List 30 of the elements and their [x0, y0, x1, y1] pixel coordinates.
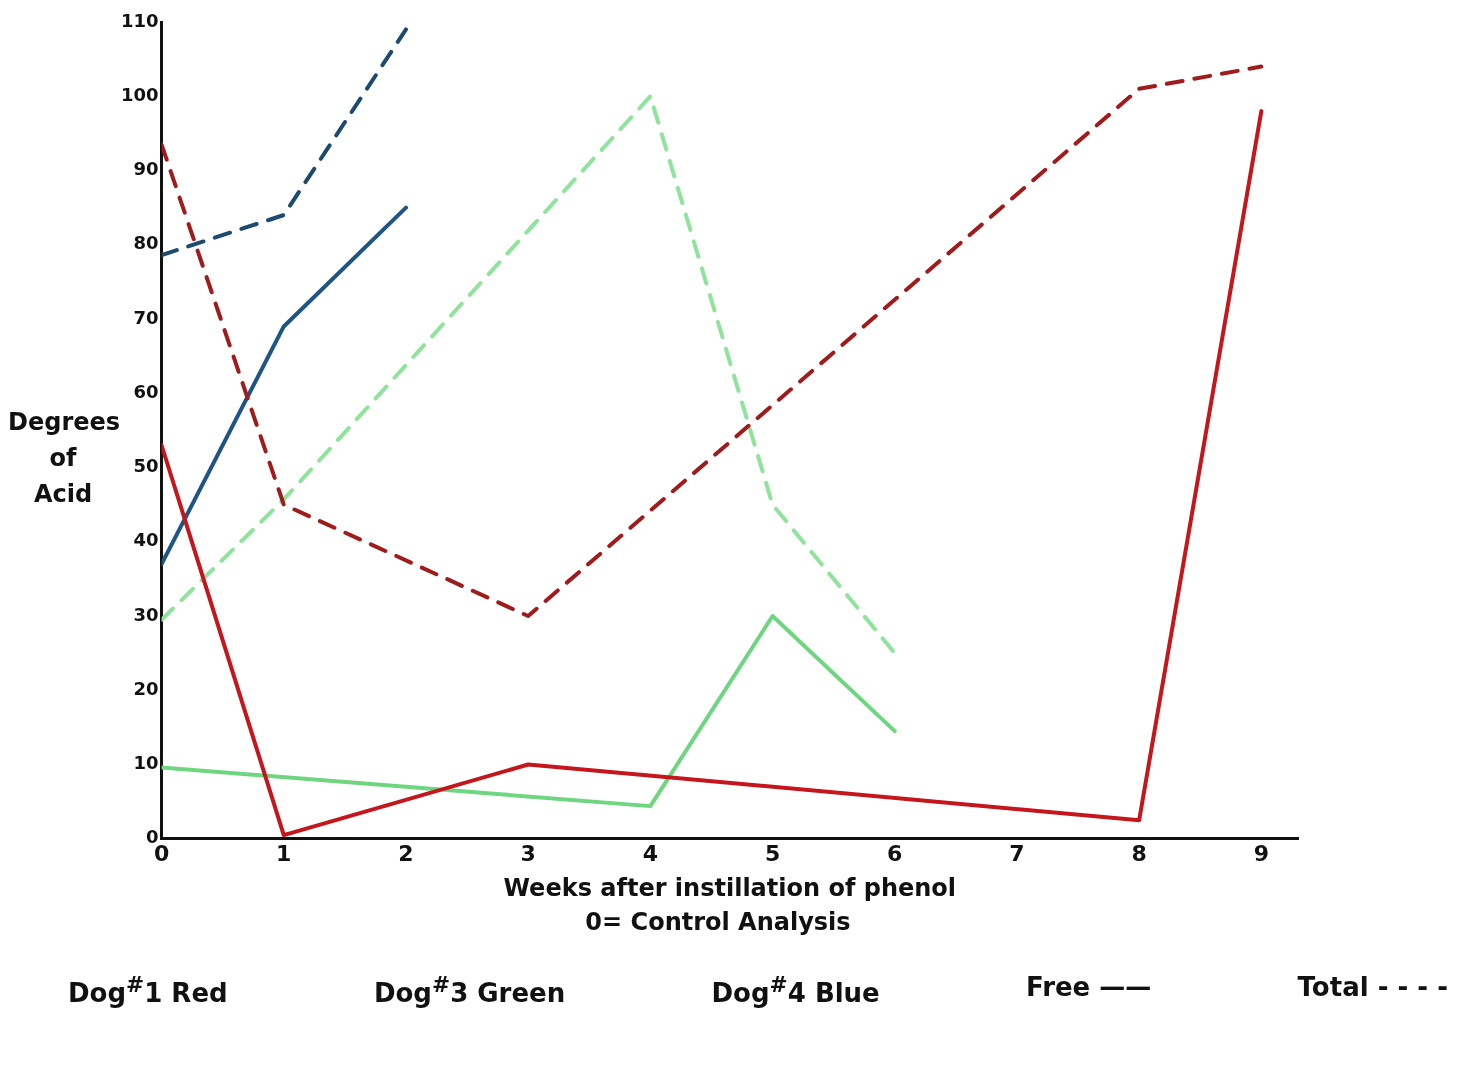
- y-tick-label: 20: [133, 677, 159, 699]
- x-tick-label: 2: [398, 840, 414, 866]
- x-tick-label: 8: [1131, 840, 1147, 866]
- text: Total - - - -: [1297, 972, 1448, 1004]
- text: Free ——: [1026, 972, 1152, 1004]
- y-tick-label: 60: [133, 380, 159, 402]
- x-tick-label: 3: [520, 840, 536, 866]
- text: 0= Control Analysis: [584, 908, 852, 936]
- y-tick-label: 30: [133, 603, 159, 625]
- y-tick-label: 110: [121, 9, 159, 31]
- y-tick-label: 100: [121, 83, 159, 105]
- y-tick-label: 90: [133, 158, 159, 180]
- x-tick-label: 5: [764, 840, 781, 866]
- text: Dog$^{#}$1 Red: [68, 972, 228, 1008]
- text: Dog$^{#}$4 Blue: [711, 972, 880, 1008]
- x-tick-label: 9: [1253, 840, 1269, 866]
- line-series: [161, 94, 897, 656]
- y-tick-label: 10: [133, 752, 159, 774]
- x-tick-label: 7: [1009, 840, 1025, 866]
- x-tick-label: 6: [887, 840, 903, 866]
- y-axis-title: Degrees of Acid: [8, 407, 121, 510]
- y-tick-label: 50: [133, 455, 159, 477]
- text: Dog$^{#}$3 Green: [373, 972, 566, 1008]
- x-axis-title: Weeks after instillation of phenol: [503, 873, 957, 902]
- y-tick-label: 40: [133, 529, 159, 551]
- y-tick-label: 70: [133, 306, 159, 328]
- x-tick-label: 1: [276, 840, 292, 866]
- y-tick-label: 80: [133, 232, 159, 254]
- x-tick-label: 4: [642, 840, 659, 866]
- line-series: [161, 64, 1264, 619]
